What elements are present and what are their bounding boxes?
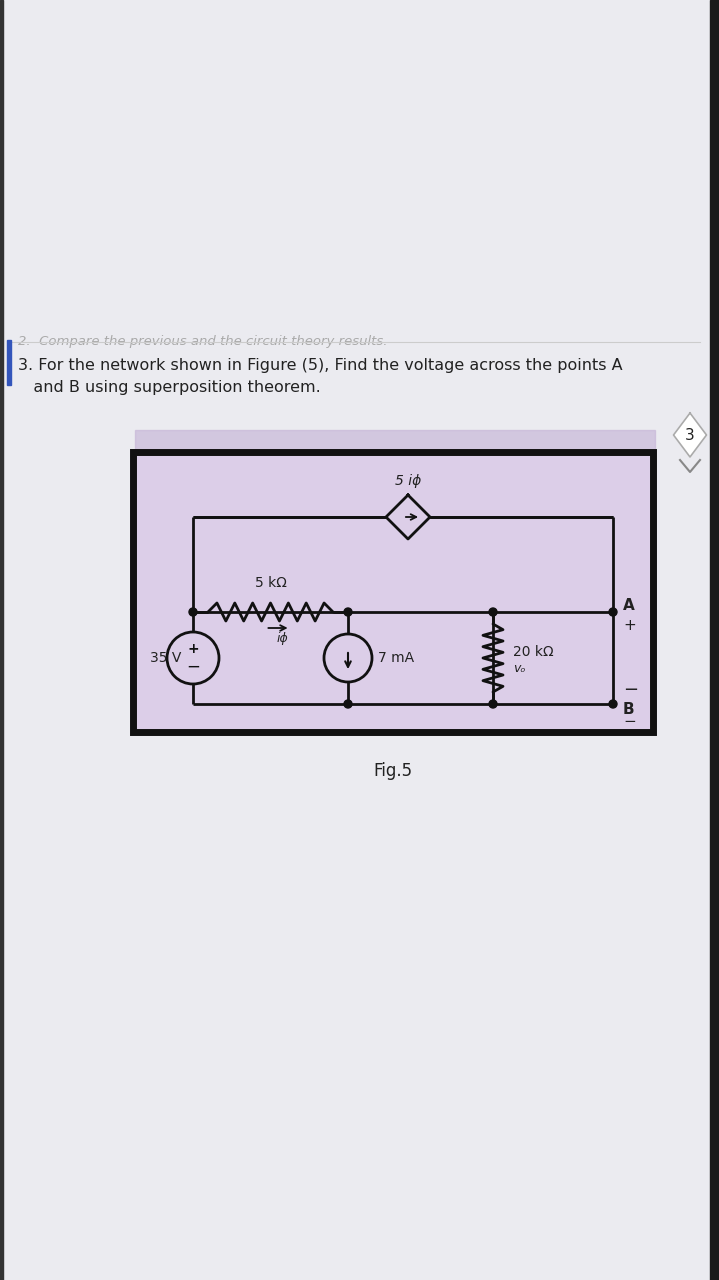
Circle shape [167, 632, 219, 684]
Text: 7 mA: 7 mA [378, 652, 414, 666]
Circle shape [489, 608, 497, 616]
Polygon shape [386, 495, 430, 539]
Bar [710, 0, 719, 1280]
Bar [135, 430, 655, 480]
Text: Fig.5: Fig.5 [373, 762, 413, 780]
Circle shape [189, 608, 197, 616]
Text: 2.  Compare the previous and the circuit theory results.: 2. Compare the previous and the circuit … [18, 335, 388, 348]
Text: 3. For the network shown in Figure (5), Find the voltage across the points A: 3. For the network shown in Figure (5), … [18, 358, 623, 372]
Bar [7, 340, 11, 385]
Text: iϕ: iϕ [277, 632, 288, 645]
Text: −: − [623, 681, 638, 699]
Circle shape [489, 700, 497, 708]
Text: −: − [623, 714, 636, 730]
Text: 5 iϕ: 5 iϕ [395, 474, 421, 488]
Circle shape [344, 608, 352, 616]
Circle shape [344, 700, 352, 708]
Text: 5 kΩ: 5 kΩ [255, 576, 286, 590]
Text: 3: 3 [685, 428, 695, 443]
Text: 20 kΩ: 20 kΩ [513, 645, 554, 659]
Polygon shape [674, 413, 707, 457]
Text: and B using superposition theorem.: and B using superposition theorem. [18, 380, 321, 396]
Bar [0, 0, 3, 1280]
Circle shape [324, 634, 372, 682]
Text: A: A [623, 599, 635, 613]
Bar [133, 452, 653, 732]
Circle shape [609, 608, 617, 616]
Text: −: − [186, 658, 200, 676]
Circle shape [609, 700, 617, 708]
Text: +: + [623, 618, 636, 634]
Text: vₒ: vₒ [513, 662, 526, 675]
Text: +: + [187, 643, 199, 655]
Text: 35 V: 35 V [150, 652, 181, 666]
Text: B: B [623, 703, 635, 718]
